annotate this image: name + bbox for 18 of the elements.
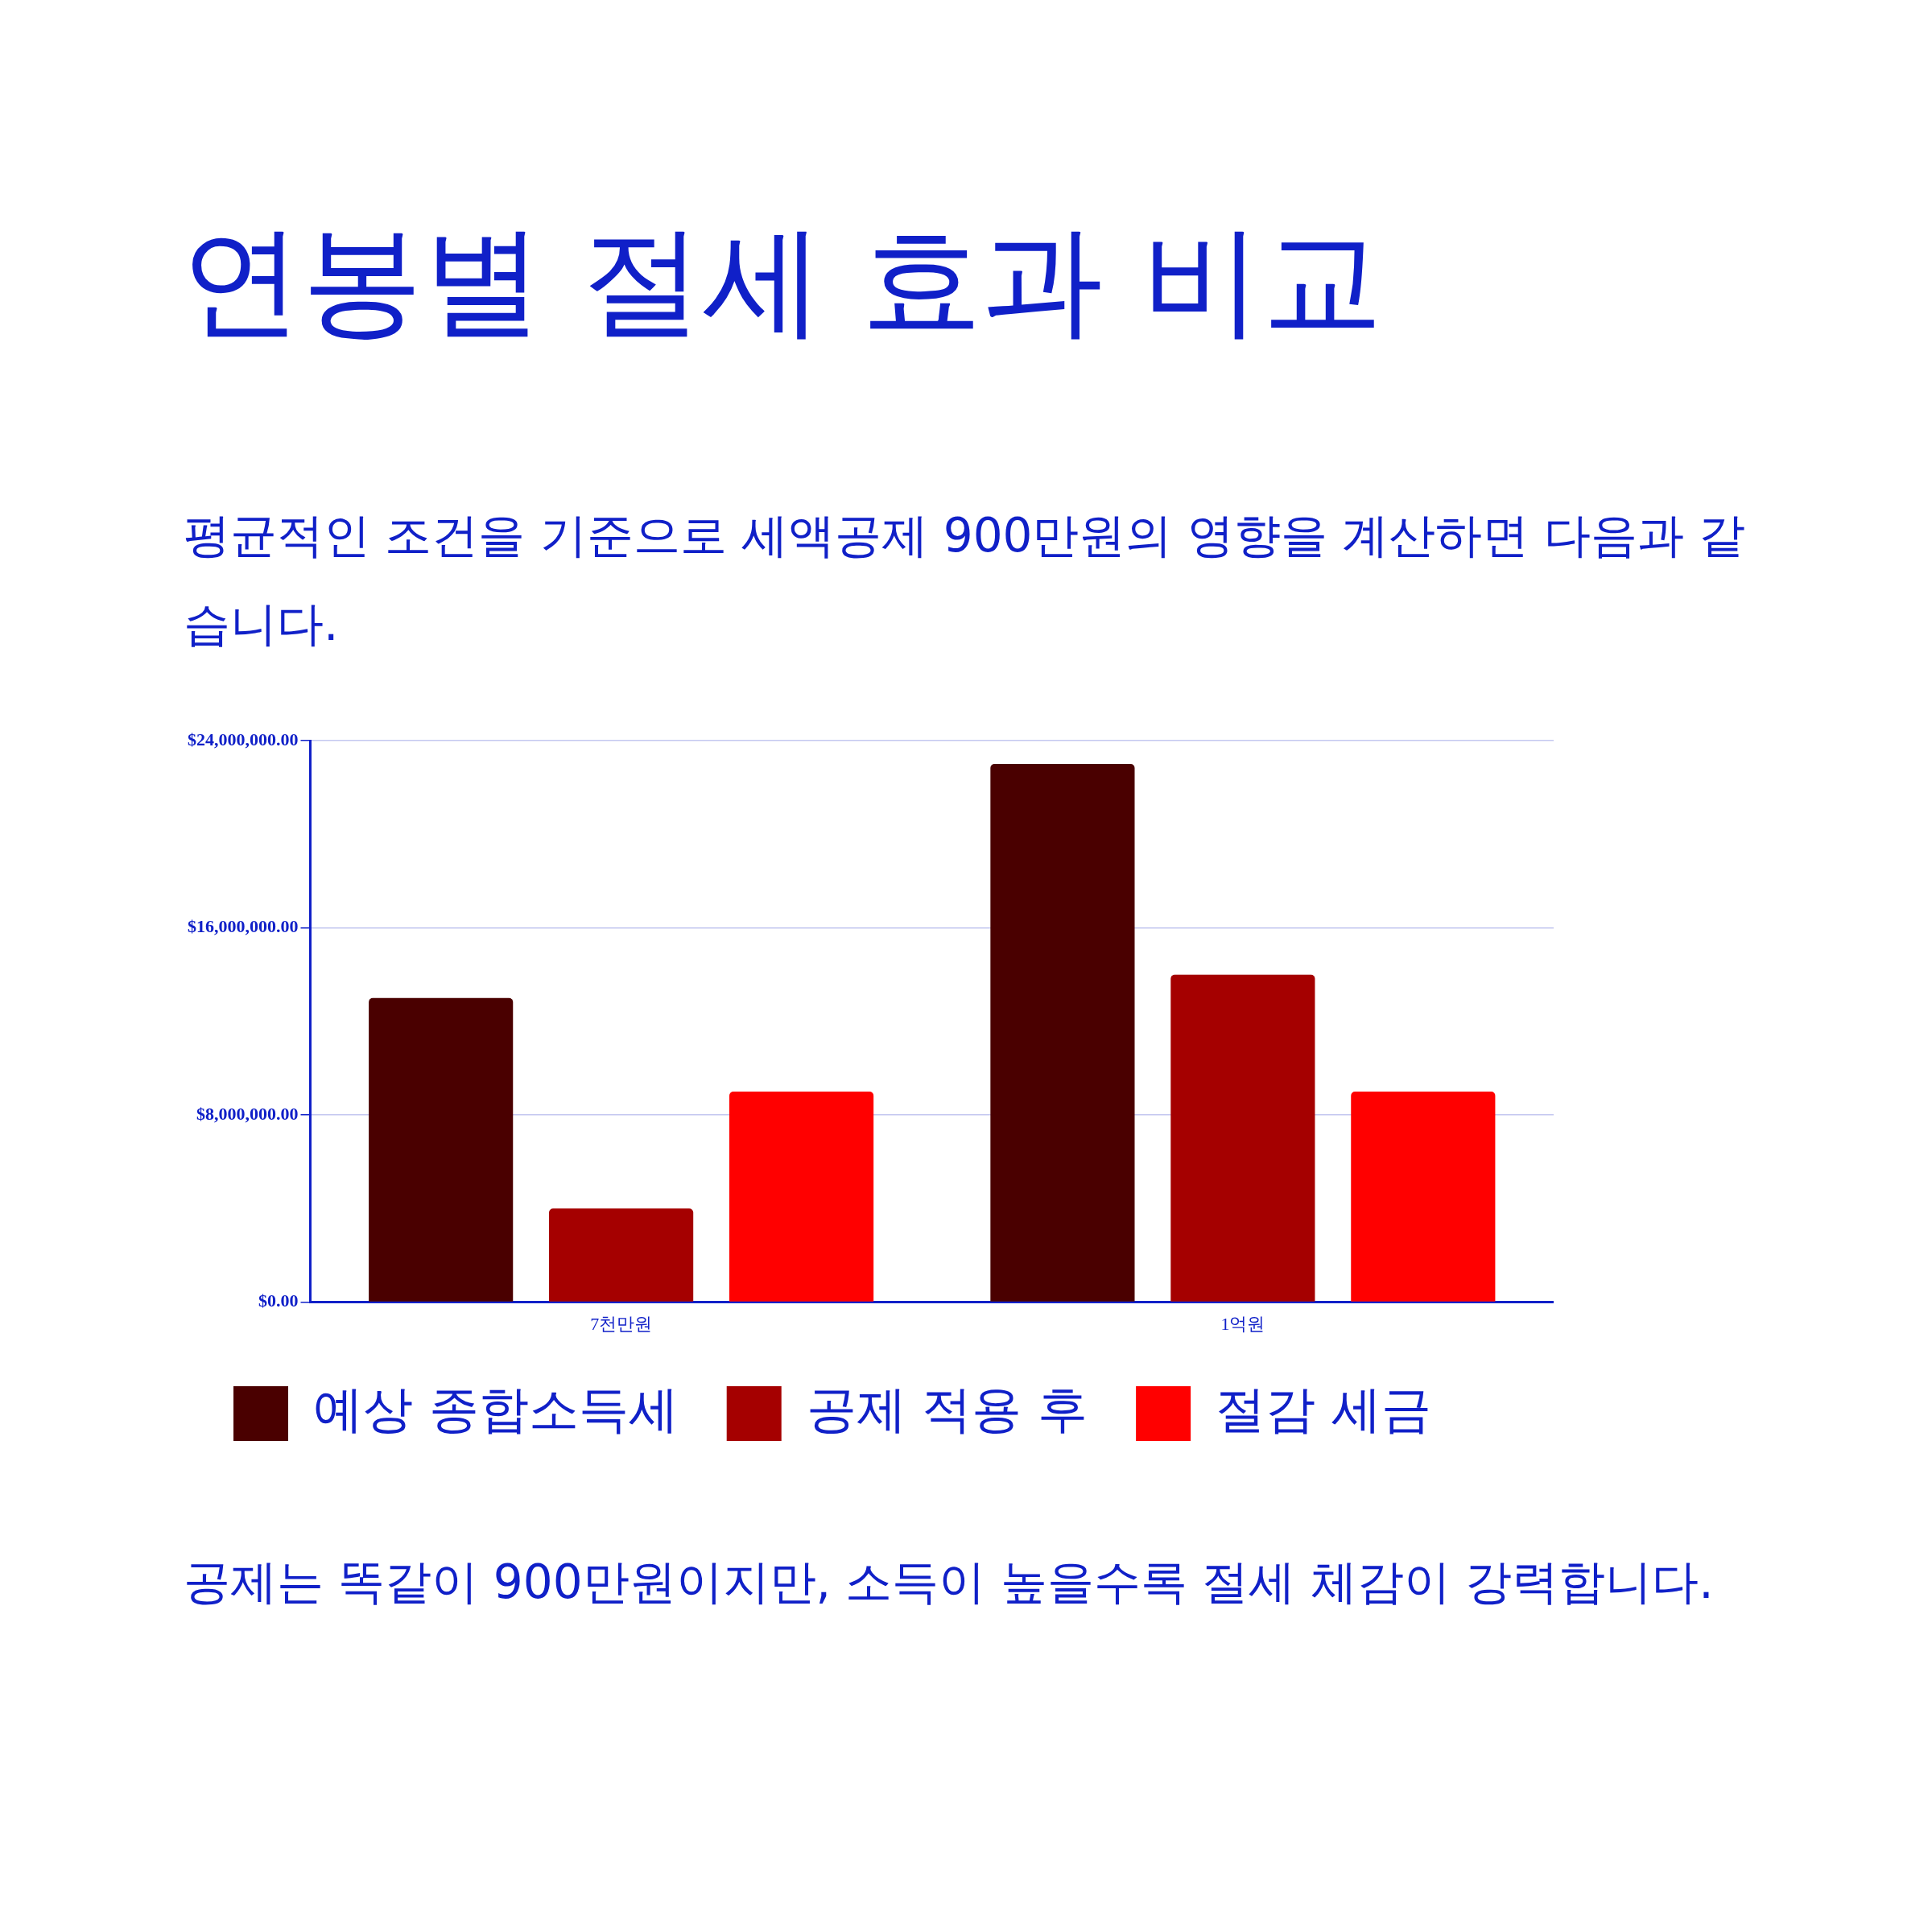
bar — [729, 1092, 874, 1302]
chart-subtitle: 평균적인 조건을 기준으로 세액공제 900만원의 영향을 계산하면 다음과 같습니다. — [184, 507, 1747, 653]
bar — [1170, 974, 1315, 1302]
legend-label: 공제 적용 후 — [806, 1380, 1088, 1439]
chart-title: 연봉별 절세 효과 비교 — [181, 209, 1384, 352]
x-tick-label: 1억원 — [1220, 1313, 1265, 1334]
y-tick-label: $8,000,000.00 — [196, 1103, 299, 1124]
bar — [1351, 1092, 1496, 1302]
text: 공제는 똑같이 900만원이지만, 소득이 높을수록 절세 체감이 강력합니다. — [184, 1554, 1715, 1611]
bar — [549, 1208, 694, 1302]
y-tick-label: $0.00 — [258, 1290, 299, 1311]
x-tick-label: 7천만원 — [590, 1313, 653, 1334]
bar — [990, 764, 1135, 1302]
legend-label: 절감 세금 — [1216, 1380, 1431, 1439]
legend-label: 예상 종합소득세 — [313, 1380, 679, 1439]
y-tick-label: $24,000,000.00 — [188, 729, 299, 749]
y-tick-label: $16,000,000.00 — [188, 916, 299, 937]
bar — [369, 997, 514, 1302]
